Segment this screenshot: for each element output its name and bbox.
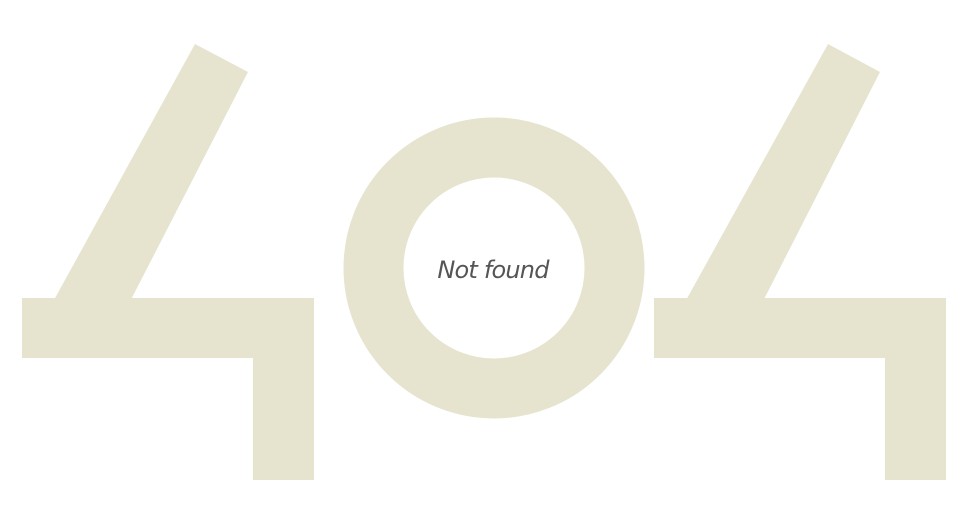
digit-zero-ring: [343, 117, 645, 419]
digit-four-left-diagonal: [22, 44, 248, 358]
digit-four-left: [22, 44, 314, 480]
digit-zero: [343, 117, 645, 419]
digit-four-right: [654, 44, 946, 480]
digit-four-right-diagonal: [654, 44, 880, 358]
digit-four-right-stem: [885, 298, 946, 480]
not-found-message: Not found: [437, 256, 549, 284]
digit-four-left-stem: [253, 298, 314, 480]
